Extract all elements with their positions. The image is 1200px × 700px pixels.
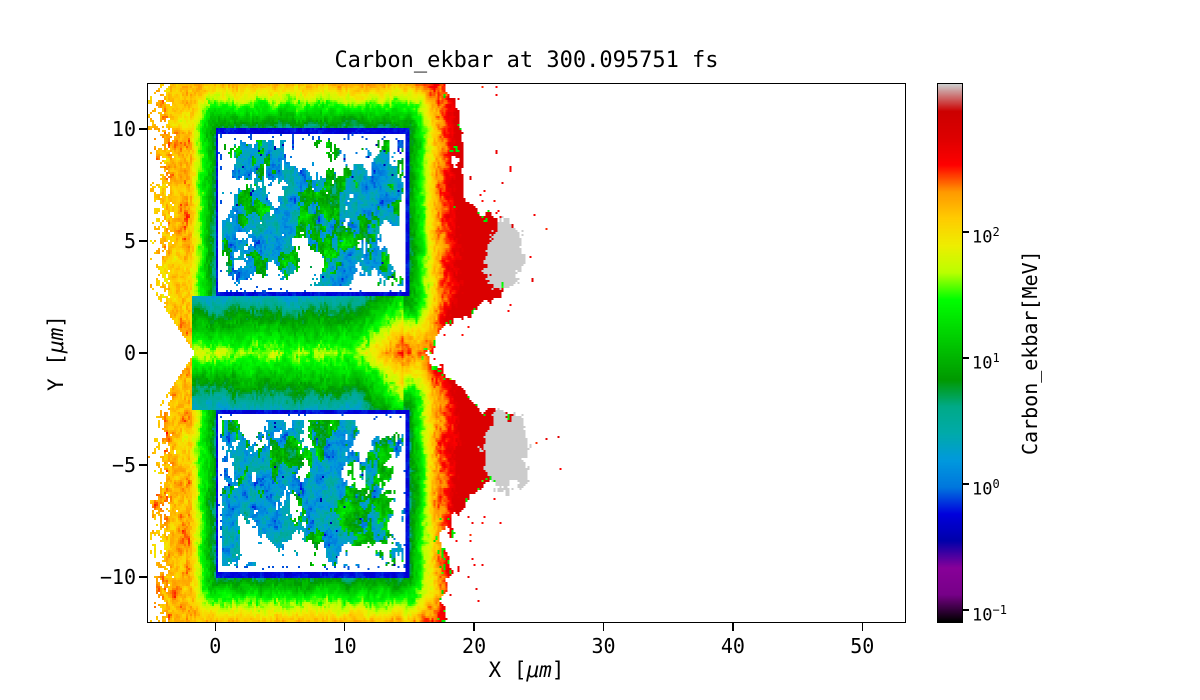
colorbar-tick: [963, 357, 969, 359]
colorbar-tick: [963, 483, 969, 485]
colorbar-tick-label: 100: [972, 473, 1000, 501]
x-tick: [214, 623, 217, 631]
heatmap-canvas: [148, 84, 905, 622]
colorbar-tick-exponent: 1: [992, 350, 1000, 365]
y-tick: [139, 576, 147, 578]
y-tick: [139, 352, 147, 354]
colorbar-tick-mantissa: 10: [972, 353, 993, 374]
colorbar-tick-label: 101: [972, 347, 1000, 375]
x-tick-label: 50: [850, 634, 875, 658]
y-tick: [139, 464, 147, 466]
colorbar-tick-mantissa: 10: [972, 227, 993, 248]
x-label-post: ]: [551, 658, 565, 682]
colorbar-tick: [963, 231, 969, 233]
x-tick: [602, 623, 605, 631]
y-tick-label: 5: [123, 228, 136, 253]
colorbar-tick-mantissa: 10: [972, 605, 993, 626]
colorbar-tick-exponent: −1: [992, 602, 1007, 617]
y-axis-label: Y [μm]: [44, 84, 78, 622]
colorbar-tick-label: 102: [972, 221, 1000, 249]
y-tick-label: −5: [111, 453, 136, 478]
x-label-pre: X [: [488, 658, 527, 682]
x-tick: [861, 623, 864, 631]
colorbar: [937, 83, 963, 623]
y-tick: [139, 128, 147, 130]
x-tick-label: 30: [591, 634, 616, 658]
x-tick-label: 10: [332, 634, 357, 658]
x-tick: [473, 623, 475, 631]
x-label-math: μm: [526, 658, 552, 682]
colorbar-tick-mantissa: 10: [972, 479, 993, 500]
colorbar-tick-exponent: 2: [992, 225, 1000, 240]
y-tick-label: −10: [99, 565, 136, 590]
x-tick-label: 0: [209, 634, 222, 658]
plot-area: [147, 83, 906, 623]
x-tick-label: 40: [720, 634, 745, 658]
y-label-pre: Y [: [44, 353, 68, 391]
colorbar-canvas: [938, 84, 962, 622]
colorbar-label: Carbon_ekbar[MeV]: [1018, 250, 1042, 456]
y-label-math: μm: [44, 327, 68, 354]
colorbar-tick: [963, 609, 969, 611]
y-tick-label: 10: [111, 116, 136, 141]
colorbar-tick-label: 10−1: [972, 599, 1007, 627]
x-axis-label: X [μm]: [148, 658, 905, 682]
y-tick: [139, 240, 147, 242]
x-tick: [732, 623, 734, 631]
y-label-post: ]: [44, 315, 68, 328]
x-tick: [343, 623, 346, 631]
colorbar-tick-exponent: 0: [992, 476, 1000, 491]
x-tick-label: 20: [462, 634, 487, 658]
plot-title: Carbon_ekbar at 300.095751 fs: [334, 48, 719, 73]
y-tick-label: 0: [123, 341, 136, 365]
